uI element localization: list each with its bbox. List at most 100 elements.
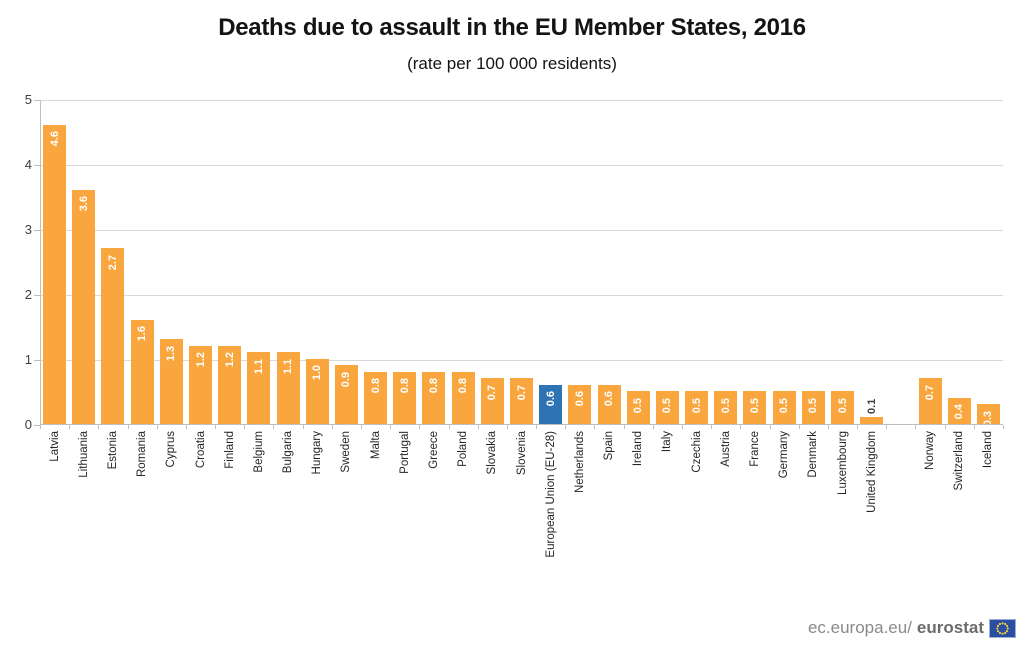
bar-value-label: 0.6 [545,391,557,407]
bar-value-label: 1.6 [136,326,148,342]
x-axis-tick [886,425,887,429]
x-axis-tick [215,425,216,429]
x-axis-tick [449,425,450,429]
bar-denmark [802,391,825,424]
chart-subtitle: (rate per 100 000 residents) [407,54,617,73]
gridline [40,360,1003,361]
bar-italy [656,391,679,424]
x-axis-tick [98,425,99,429]
x-axis-category-label: France [749,431,761,467]
bar-croatia [189,346,212,424]
bar-value-label: 2.7 [107,255,119,271]
bar-finland [218,346,241,424]
bar-estonia [101,248,124,424]
bar-value-label: 0.5 [807,398,819,414]
footer: ec.europa.eu/eurostat [808,618,1016,638]
bar-value-label: 0.4 [953,404,965,420]
bar-ireland [627,391,650,424]
x-axis-tick [536,425,537,429]
x-axis-tick [624,425,625,429]
bar-hungary [306,359,329,424]
x-axis-tick [157,425,158,429]
bar-netherlands [568,385,591,424]
x-axis-tick [361,425,362,429]
x-axis-category-label: Denmark [807,431,819,478]
x-axis-category-label: Latvia [49,431,61,462]
bar-czechia [685,391,708,424]
bar-value-label: 0.8 [428,378,440,394]
bar-value-label: 0.6 [574,391,586,407]
x-axis-category-label: Finland [224,431,236,469]
y-axis-tick [34,360,40,361]
x-axis-tick [390,425,391,429]
x-axis-category-label: Poland [457,431,469,467]
x-axis-tick [1003,425,1004,429]
gridline [40,230,1003,231]
x-axis-tick [828,425,829,429]
bar-luxembourg [831,391,854,424]
x-axis-category-label: Spain [603,431,615,461]
bar-value-label: 0.9 [340,372,352,388]
x-axis-tick [332,425,333,429]
bar-european-union-eu-28 [539,385,562,424]
gridline [40,165,1003,166]
bar-value-label: 1.1 [253,359,265,375]
plot-area: 4.6 Latvia 3.6 Lithuania 2.7 Estonia 1.6 Romani… [34,100,1004,558]
x-axis-category-label: Lithuania [78,431,90,478]
bar-iceland [977,404,1000,424]
footer-url-prefix: ec.europa.eu/ [807,618,912,637]
x-axis-category-label: Austria [720,431,732,467]
x-axis-tick [653,425,654,429]
x-axis-category-label: Greece [428,431,440,469]
x-axis-tick [507,425,508,429]
x-axis-tick [273,425,274,429]
eu-flag-icon [989,618,1016,638]
x-axis-category-label: Switzerland [953,431,965,491]
bar-value-label: 1.2 [195,352,207,368]
y-axis-tick [34,165,40,166]
y-axis-tick-label: 2 [24,287,32,302]
bar-value-label: 1.1 [282,359,294,375]
x-axis-category-label: European Union (EU-28) [545,431,557,558]
y-axis-tick-label: 0 [24,417,32,432]
x-axis-tick [128,425,129,429]
bar-value-label: 0.5 [661,398,673,414]
bar-austria [714,391,737,424]
y-axis-tick-label: 5 [24,92,32,107]
bar-slovakia [481,378,504,424]
x-axis-category-label: Czechia [691,431,703,473]
x-axis-tick [945,425,946,429]
x-axis-category-label: Germany [778,431,790,479]
gridline [40,100,1003,101]
bar-value-label: 0.8 [399,378,411,394]
y-axis-tick [34,425,40,426]
bar-value-label: 0.5 [778,398,790,414]
bar-sweden [335,365,358,424]
x-axis-category-label: Slovenia [516,431,528,476]
bar-bulgaria [277,352,300,424]
bar-cyprus [160,339,183,424]
x-axis-tick [740,425,741,429]
x-axis-tick [594,425,595,429]
x-axis-tick [857,425,858,429]
bar-slovenia [510,378,533,424]
x-axis-category-label: Ireland [632,431,644,467]
x-axis-category-label: Cyprus [165,431,177,468]
x-axis-tick [40,425,41,429]
x-axis-tick [770,425,771,429]
bar-value-label: 0.7 [516,385,528,401]
x-axis-tick [711,425,712,429]
bar-spain [598,385,621,424]
bar-switzerland [948,398,971,424]
bar-united-kingdom [860,417,883,424]
bar-value-label: 0.5 [837,398,849,414]
x-axis-category-label: Croatia [195,431,207,469]
bar-norway [919,378,942,424]
bar-belgium [247,352,270,424]
x-axis-tick [799,425,800,429]
x-axis-category-label: Italy [661,431,673,453]
bar-value-label: 0.5 [691,398,703,414]
x-axis-tick [186,425,187,429]
x-axis-line [40,424,1003,425]
